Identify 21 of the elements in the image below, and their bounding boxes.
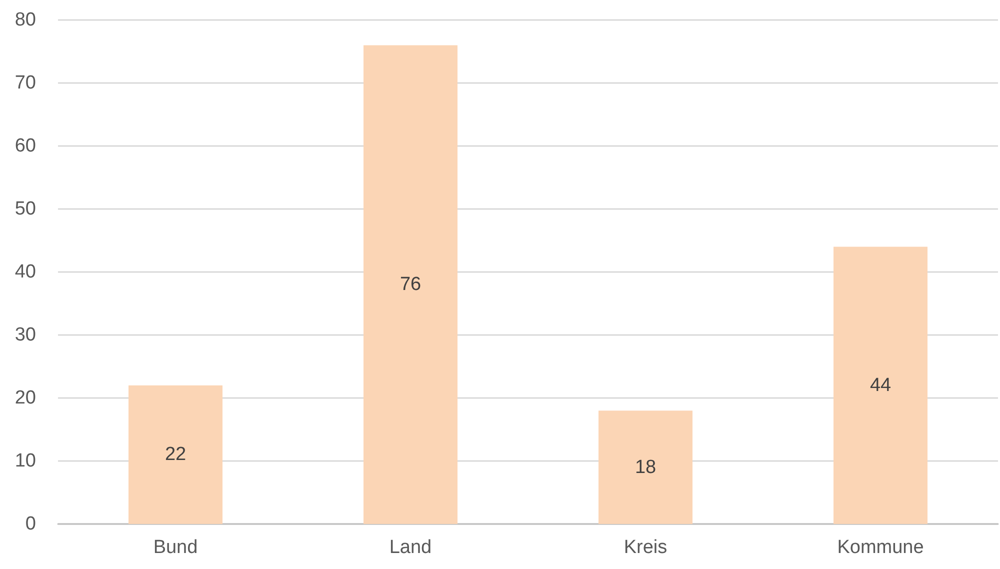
x-tick-label: Land (389, 537, 432, 558)
y-tick-label: 10 (14, 450, 36, 472)
data-label: 18 (634, 456, 656, 478)
data-label: 22 (164, 444, 186, 466)
bar (598, 410, 692, 524)
bar (128, 385, 222, 524)
x-tick-label: Kreis (624, 537, 668, 558)
y-tick-label: 20 (14, 388, 36, 408)
y-tick-label: 80 (14, 10, 36, 30)
data-label: 44 (870, 374, 892, 396)
x-tick-label: Bund (153, 537, 198, 558)
y-tick-label: 70 (14, 72, 36, 94)
y-tick-label: 0 (25, 514, 36, 534)
bar (834, 246, 928, 524)
y-tick-label: 60 (14, 136, 36, 156)
y-tick-label: 30 (14, 324, 36, 346)
x-tick-label: Kommune (837, 537, 924, 558)
bar (364, 45, 458, 524)
y-tick-label: 40 (14, 262, 36, 282)
data-label: 76 (400, 274, 422, 296)
y-tick-label: 50 (14, 198, 36, 220)
